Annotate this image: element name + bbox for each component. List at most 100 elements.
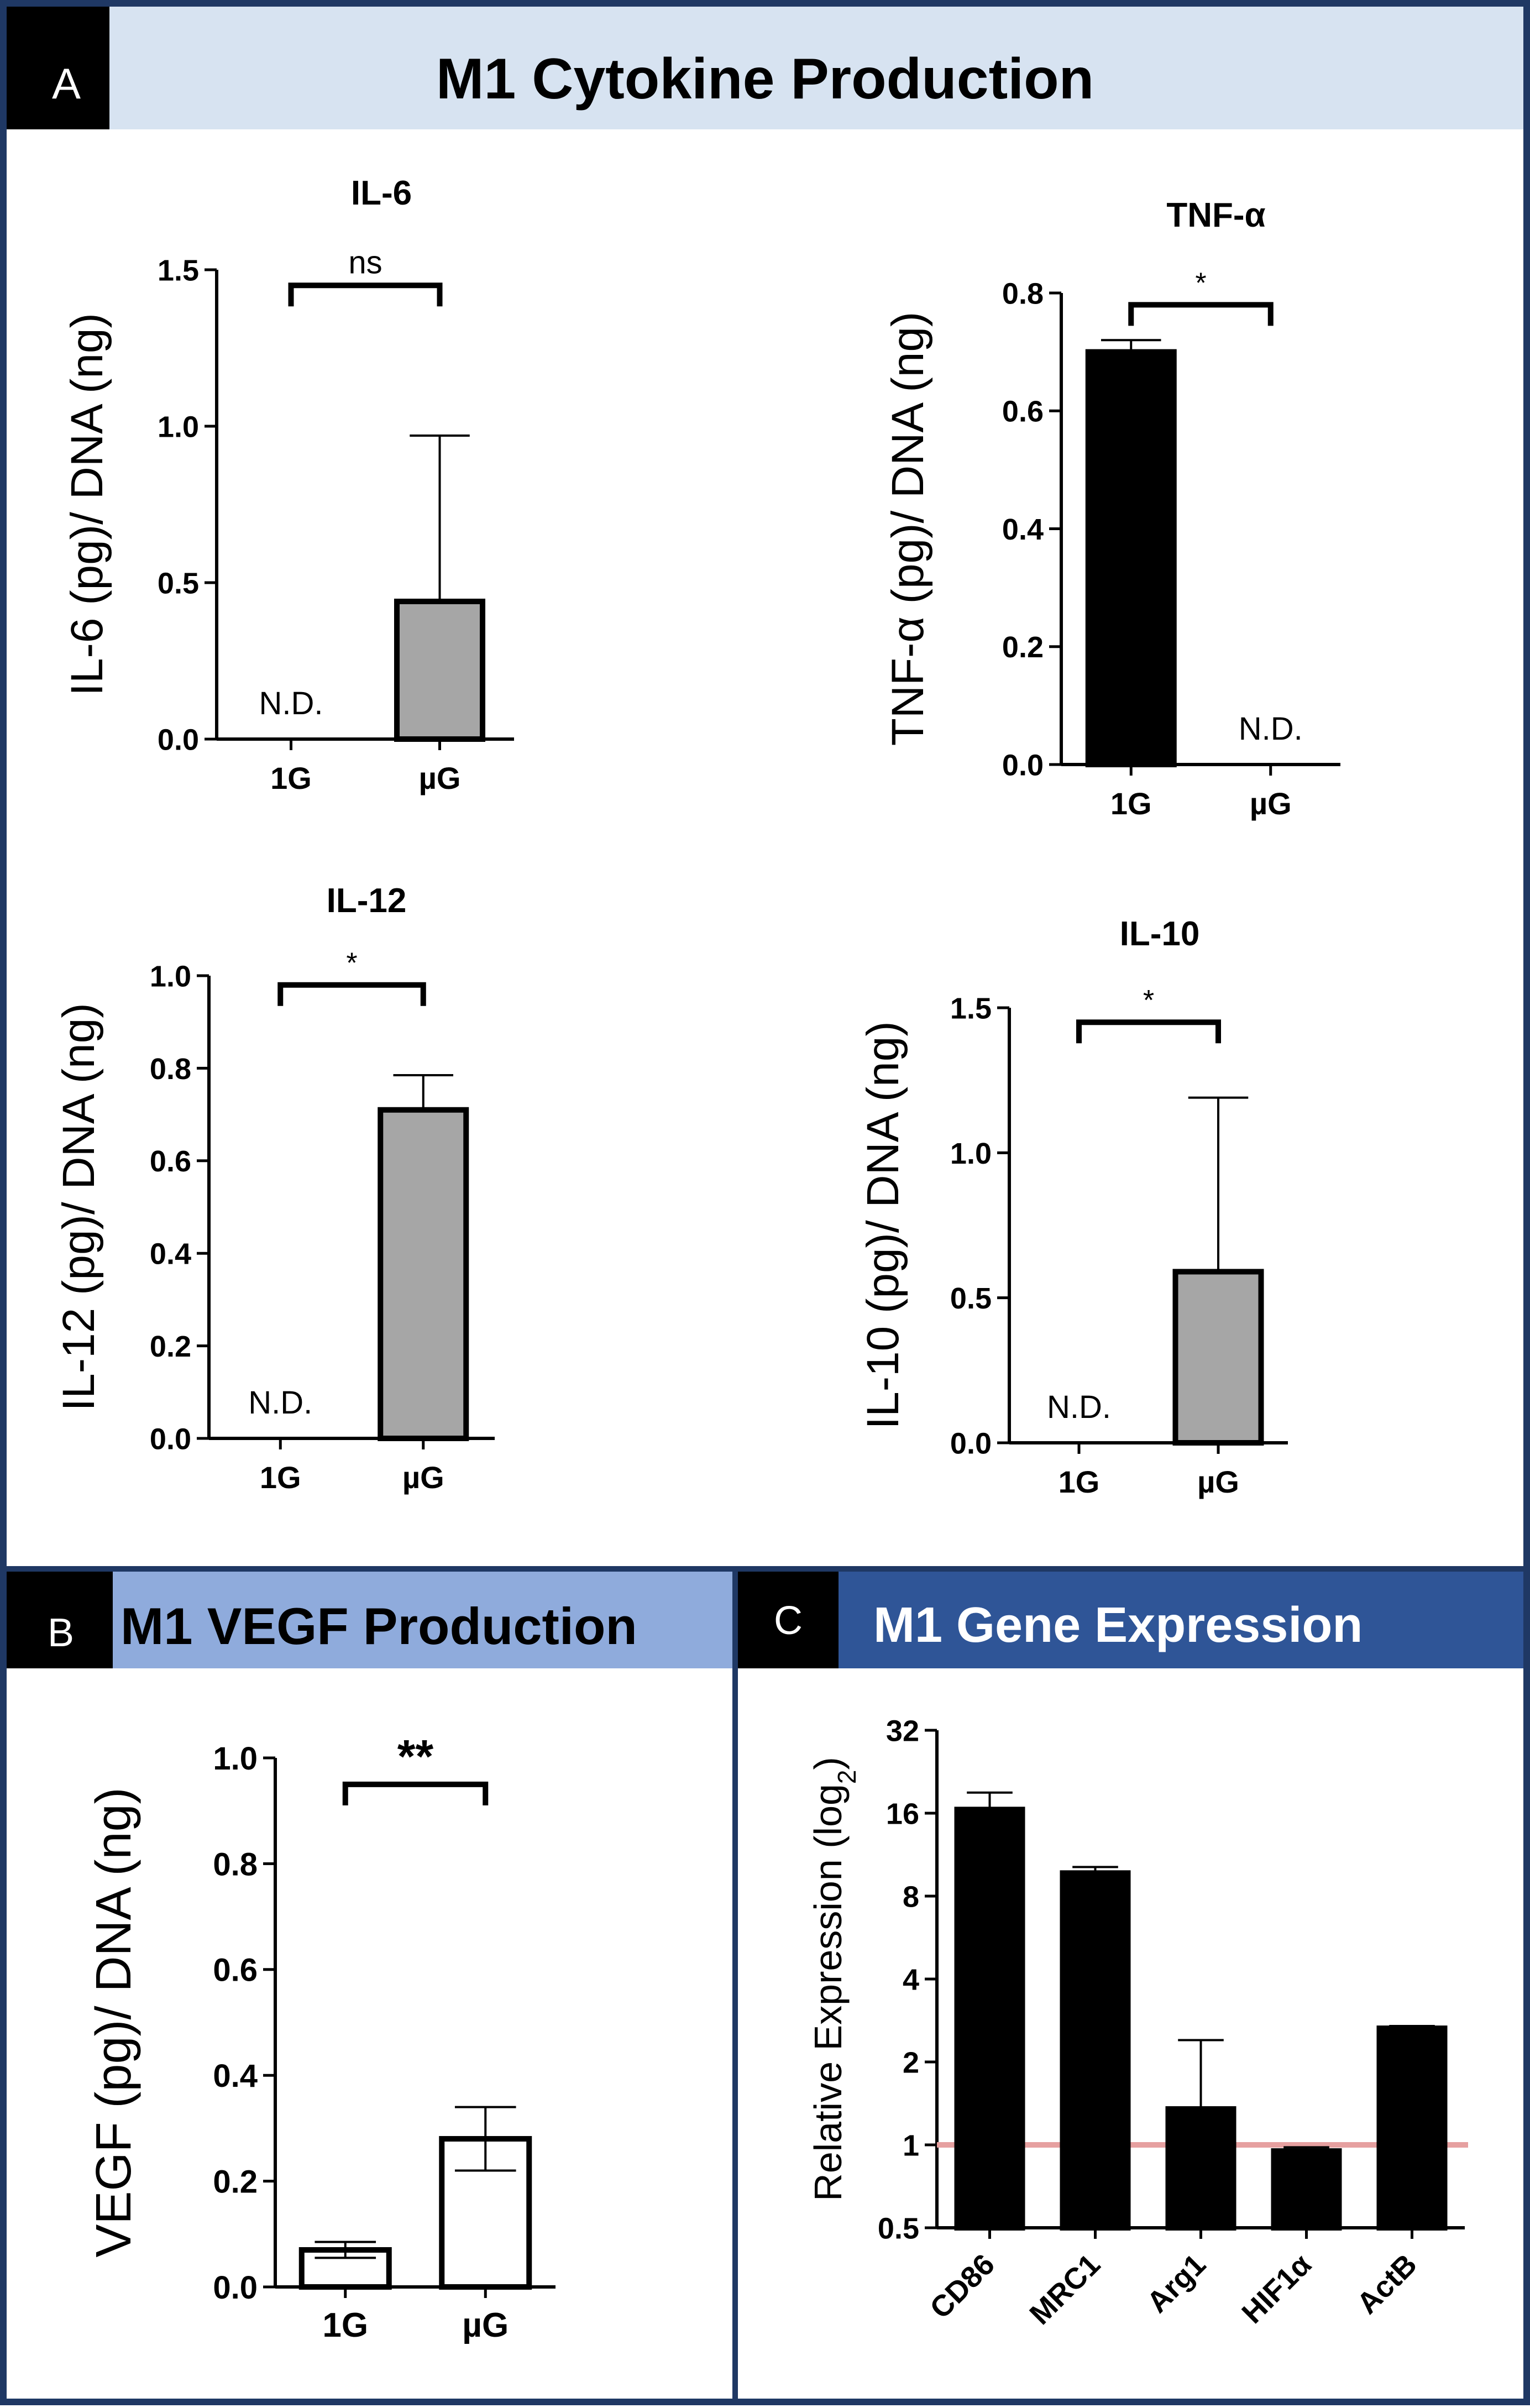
gene-ytick-label: 32: [886, 1714, 919, 1747]
chart-vegf: VEGF (pg)/ DNA (ng) 0.0 0.2 0.4 0.6 0.8 1.0 1G µ…: [86, 1730, 556, 2344]
panel-c-title: M1 Gene Expression: [873, 1598, 1363, 1653]
panel-b-letter-box: [7, 1572, 113, 1668]
vegf-ytick-label: 1.0: [213, 1741, 258, 1777]
panel-c-letter: C: [774, 1599, 803, 1643]
il12-nd-annotation: N.D.: [248, 1385, 312, 1421]
panel-b-header: [7, 1572, 732, 1668]
tnf-significance-bracket: [1128, 302, 1274, 326]
gene-bar: [1060, 1870, 1131, 2231]
panel-a-letter: A: [52, 59, 81, 108]
tnf-category-label: µG: [1250, 786, 1292, 821]
vegf-category-label: 1G: [322, 2306, 368, 2344]
il12-significance-bracket: [277, 982, 426, 1006]
chart-tnf: TNF-α TNF-α (pg)/ DNA (ng) 0.0 0.2 0.4 0.6 0.8…: [883, 196, 1340, 821]
il6-ytick-label: 0.5: [158, 567, 199, 600]
tnf-title: TNF-α: [1166, 196, 1265, 234]
tnf-ylabel-text: TNF-α (pg)/ DNA (ng): [883, 312, 933, 746]
vegf-category-label: µG: [462, 2306, 509, 2344]
il6-title: IL-6: [351, 174, 412, 212]
vegf-ylabel: VEGF (pg)/ DNA (ng): [86, 1787, 142, 2257]
tnf-category-label: 1G: [1110, 786, 1152, 821]
il10-significance-label: *: [1143, 985, 1154, 1017]
il12-ytick-label: 0.2: [150, 1330, 191, 1363]
vegf-ytick-label: 0.2: [213, 2164, 258, 2200]
il12-category-label: µG: [402, 1460, 444, 1495]
panel-b-title: M1 VEGF Production: [120, 1597, 637, 1655]
il10-ylabel: IL-10 (pg)/ DNA (ng): [858, 1021, 908, 1429]
il6-significance-bracket: [288, 282, 443, 307]
panel-c-header: [738, 1572, 1523, 1668]
il6-bar: [394, 598, 485, 742]
il6-nd-annotation: N.D.: [259, 685, 323, 721]
il6-ylabel-text: IL-6 (pg)/ DNA (ng): [62, 313, 112, 696]
tnf-ytick-label: 0.8: [1002, 277, 1044, 310]
gene-ytick-label: 0.5: [878, 2212, 919, 2245]
vegf-significance-bracket: [342, 1781, 489, 1805]
gene-ylabel: Relative Expression (log2): [806, 1757, 861, 2201]
il12-ytick-label: 0.6: [150, 1145, 191, 1178]
gene-ytick-label: 4: [903, 1963, 919, 1996]
il12-category-label: 1G: [260, 1460, 301, 1495]
tnf-ytick-label: 0.2: [1002, 631, 1044, 664]
gene-ylabel-close: ): [806, 1757, 850, 1770]
il12-significance-label: *: [346, 948, 357, 980]
vegf-ylabel-text: VEGF (pg)/ DNA (ng): [86, 1787, 142, 2257]
il12-ytick-label: 0.0: [150, 1422, 191, 1456]
il12-ylabel-text: IL-12 (pg)/ DNA (ng): [54, 1003, 104, 1411]
tnf-ylabel: TNF-α (pg)/ DNA (ng): [883, 312, 933, 746]
vegf-ytick-label: 0.0: [213, 2270, 258, 2306]
vegf-ytick-label: 0.4: [213, 2058, 258, 2094]
il6-ylabel: IL-6 (pg)/ DNA (ng): [62, 313, 112, 696]
il6-significance-label: ns: [348, 244, 382, 280]
gene-bar: [1165, 2106, 1236, 2231]
panel-a-header: [7, 7, 1523, 129]
il6-category-label: 1G: [270, 761, 312, 795]
vegf-significance-label: **: [397, 1730, 434, 1782]
il10-ytick-label: 0.0: [950, 1427, 992, 1460]
gene-ytick-label: 2: [903, 2046, 919, 2079]
gene-bar: [1376, 2025, 1448, 2231]
panel-b-letter: B: [48, 1611, 74, 1655]
panel-a-title: M1 Cytokine Production: [436, 47, 1094, 111]
gene-bar: [954, 1807, 1025, 2231]
chart-il10: IL-10 IL-10 (pg)/ DNA (ng) 0.0 0.5 1.0 1.5 1G µ…: [858, 915, 1288, 1499]
il6-category-label: µG: [419, 761, 461, 795]
vegf-ytick-label: 0.6: [213, 1952, 258, 1988]
il10-category-label: µG: [1197, 1464, 1239, 1499]
il10-significance-bracket: [1076, 1019, 1221, 1044]
il10-ytick-label: 0.5: [950, 1282, 992, 1315]
gene-ytick-label: 8: [903, 1880, 919, 1913]
il12-ytick-label: 0.4: [150, 1238, 191, 1271]
panel-a-letter-box: [7, 7, 109, 129]
il10-ylabel-text: IL-10 (pg)/ DNA (ng): [858, 1021, 908, 1429]
il10-ytick-label: 1.0: [950, 1137, 992, 1170]
il10-title: IL-10: [1120, 915, 1200, 953]
il12-bar: [378, 1107, 469, 1441]
il12-title: IL-12: [327, 882, 407, 920]
tnf-ytick-label: 0.4: [1002, 513, 1044, 546]
tnf-significance-label: *: [1195, 267, 1206, 299]
tnf-nd-annotation: N.D.: [1239, 711, 1303, 747]
gene-ylabel-text: Relative Expression (log: [806, 1784, 850, 2201]
gene-ytick-label: 1: [903, 2129, 919, 2162]
il10-nd-annotation: N.D.: [1047, 1389, 1111, 1425]
vegf-ytick-label: 0.8: [213, 1846, 258, 1882]
gene-bar: [1271, 2148, 1342, 2231]
panel-c-letter-box: [738, 1572, 839, 1668]
gene-ylabel-subscript: 2: [832, 1770, 861, 1784]
tnf-ytick-label: 0.0: [1002, 748, 1044, 782]
il6-ytick-label: 1.5: [158, 254, 199, 287]
tnf-ytick-label: 0.6: [1002, 395, 1044, 428]
il6-ytick-label: 1.0: [158, 410, 199, 443]
il10-category-label: 1G: [1059, 1464, 1100, 1499]
il10-bar: [1172, 1269, 1264, 1446]
il6-ytick-label: 0.0: [158, 723, 199, 756]
chart-il6: IL-6 IL-6 (pg)/ DNA (ng) 0.0 0.5 1.0 1.5 1G µG N…: [62, 174, 514, 795]
il12-ytick-label: 0.8: [150, 1053, 191, 1086]
gene-ytick-label: 16: [886, 1797, 919, 1830]
tnf-bar: [1085, 349, 1177, 767]
il12-ylabel: IL-12 (pg)/ DNA (ng): [54, 1003, 104, 1411]
